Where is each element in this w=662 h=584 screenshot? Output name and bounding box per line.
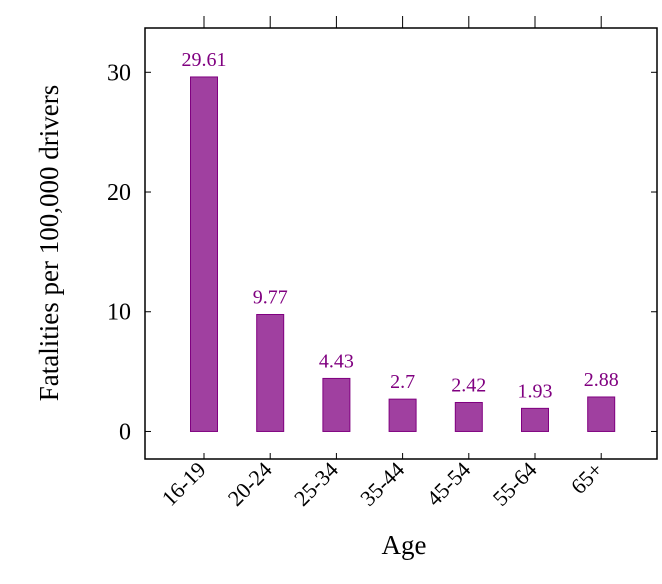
bar	[256, 313, 285, 432]
y-tick-label: 0	[119, 419, 131, 445]
bar	[388, 398, 417, 432]
value-labels: 29.61 9.77 4.43 2.7 2.42 1.93 2.88	[182, 49, 619, 402]
bars	[190, 76, 616, 432]
y-tick-labels: 0 10 20 30	[107, 60, 131, 445]
bar	[521, 407, 549, 432]
plot-area-frame	[144, 27, 658, 460]
bar	[454, 401, 483, 432]
bar-value-label: 2.42	[451, 374, 486, 396]
x-axis-label: Age	[382, 530, 427, 560]
bar	[190, 76, 218, 432]
x-tick-label: 35-44	[355, 457, 409, 511]
bar-value-label: 2.88	[584, 369, 619, 391]
x-tick-label: 55-64	[488, 457, 542, 511]
bar-value-label: 9.77	[253, 286, 288, 308]
y-tick-marks	[145, 71, 657, 432]
y-tick-label: 10	[107, 300, 131, 326]
bar	[322, 377, 351, 432]
x-tick-marks	[203, 16, 602, 459]
y-tick-label: 20	[107, 180, 131, 206]
x-tick-label: 25-34	[289, 457, 343, 511]
x-tick-label: 45-54	[421, 457, 475, 511]
bar-value-label: 2.7	[390, 371, 415, 393]
x-tick-labels: 16-19 20-24 25-34 35-44 45-54 55-64 65+	[157, 457, 608, 511]
bar-value-label: 1.93	[518, 380, 553, 402]
x-tick-label: 20-24	[223, 457, 277, 511]
y-axis-label: Fatalities per 100,000 drivers	[34, 85, 64, 401]
x-tick-label: 65+	[566, 457, 608, 499]
x-tick-label: 16-19	[157, 457, 211, 511]
bar-value-label: 4.43	[319, 350, 354, 372]
bar	[587, 396, 616, 432]
y-tick-label: 30	[107, 60, 131, 86]
bar-value-label: 29.61	[182, 49, 227, 71]
